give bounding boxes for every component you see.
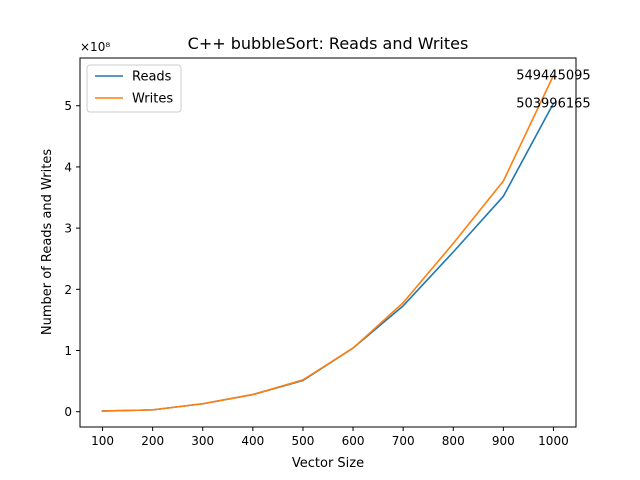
legend-label-writes: Writes	[132, 92, 173, 107]
x-tick-label: 200	[141, 434, 164, 448]
x-tick-label: 400	[241, 434, 264, 448]
y-tick-label: 0	[64, 405, 72, 419]
data-annotation: 503996165	[516, 96, 590, 111]
x-tick-label: 1000	[538, 434, 569, 448]
plot-frame	[79, 57, 577, 428]
y-tick-label: 3	[64, 222, 72, 236]
legend: Reads Writes	[86, 64, 182, 113]
x-tick-label: 300	[191, 434, 214, 448]
series-line-reads	[101, 102, 555, 412]
x-tick-label: 100	[91, 434, 114, 448]
series-line-writes	[101, 74, 555, 412]
x-tick-label: 800	[442, 434, 465, 448]
y-tick-label: 4	[64, 160, 72, 174]
x-tick-label: 500	[291, 434, 314, 448]
y-tick-label: 2	[64, 283, 72, 297]
x-tick-label: 700	[392, 434, 415, 448]
legend-label-reads: Reads	[132, 70, 172, 85]
chart-title: C++ bubbleSort: Reads and Writes	[188, 34, 469, 53]
x-tick-label: 900	[492, 434, 515, 448]
y-axis-label: Number of Reads and Writes	[40, 149, 55, 335]
y-tick-label: 5	[64, 99, 72, 113]
x-tick-label: 600	[342, 434, 365, 448]
y-tick-label: 1	[64, 344, 72, 358]
data-annotation: 549445095	[516, 68, 590, 83]
x-axis-label: Vector Size	[292, 456, 364, 471]
y-scale-label: ×10⁸	[80, 40, 110, 54]
